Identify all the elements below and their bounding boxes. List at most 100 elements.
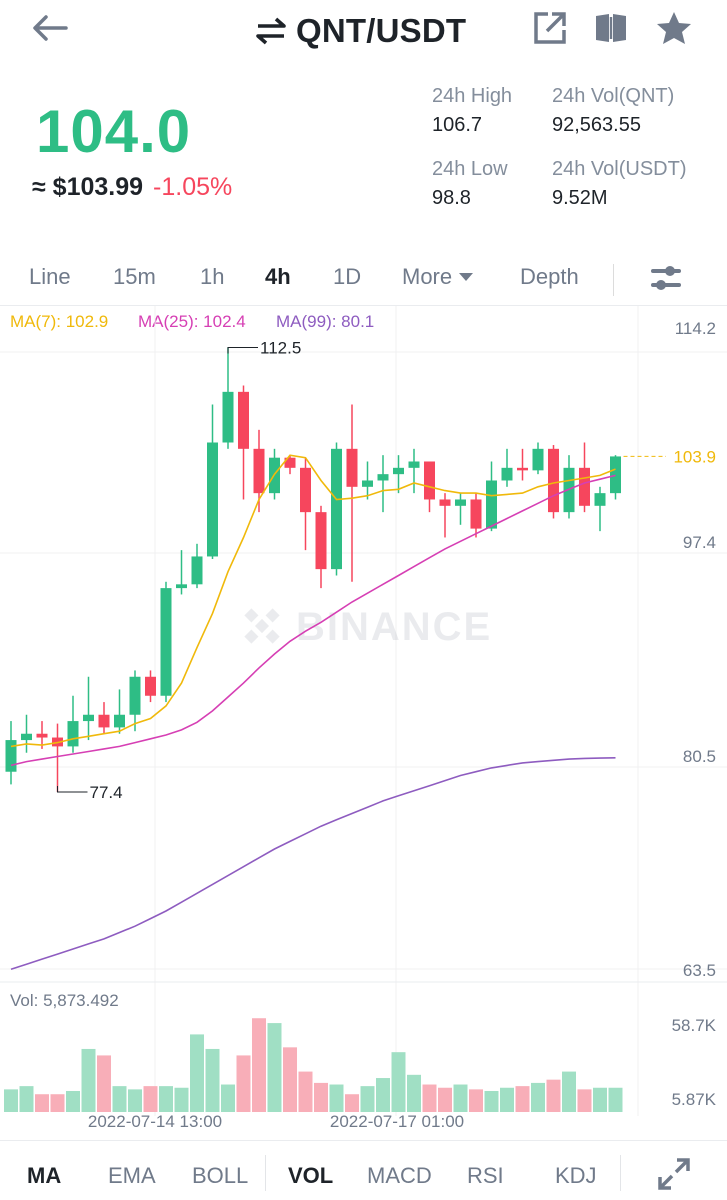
low-marker-label: 77.4 [90, 783, 123, 802]
candle-body [331, 448, 342, 570]
volume-bar [577, 1089, 592, 1112]
volume-bar [35, 1094, 49, 1112]
volume-bar [376, 1078, 390, 1112]
binance-watermark-logo [244, 608, 280, 644]
tab-depth[interactable]: Depth [520, 264, 579, 289]
volume-bar [515, 1086, 530, 1112]
candle-body [408, 461, 420, 468]
candle-body [83, 714, 94, 722]
candlestick-chart[interactable]: BINANCE 112.5 77.4 114.2 97.4 80.5 63.5 103.9 Vo… [0, 306, 727, 1140]
price-summary: ≈ $103.99 -1.05% [32, 173, 232, 202]
book-icon[interactable] [591, 8, 631, 48]
volume-bar [236, 1055, 251, 1112]
candle-body [176, 584, 187, 589]
low-value: 98.8 [432, 187, 471, 209]
star-icon[interactable] [654, 8, 694, 48]
watermark-text: BINANCE [296, 605, 492, 649]
volume-label: Vol: 5,873.492 [10, 991, 119, 1010]
tab-more[interactable]: More [402, 264, 474, 290]
volume-bar [190, 1034, 204, 1112]
indicator-tabs: MA EMA BOLL VOL MACD RSI KDJ [0, 1140, 727, 1200]
volume-bar [128, 1089, 142, 1112]
volume-bar [159, 1086, 173, 1112]
volume-bar [453, 1084, 468, 1112]
volume-bar [4, 1089, 18, 1112]
ma99-legend: MA(99): 80.1 [276, 312, 375, 331]
volume-bar [422, 1084, 437, 1112]
volume-bar [97, 1055, 111, 1112]
candle-body [346, 448, 358, 487]
candle-body [610, 456, 621, 494]
candle-body [594, 493, 606, 506]
volume-bar [407, 1074, 421, 1112]
last-price: 104.0 [36, 98, 192, 165]
volume-bar [360, 1086, 375, 1112]
volume-bar [252, 1018, 266, 1112]
candle-body [238, 391, 249, 449]
volume-bar [391, 1052, 406, 1112]
volume-bar [608, 1087, 623, 1112]
price-change: -1.05% [153, 173, 233, 201]
volume-bar [484, 1090, 499, 1112]
volume-bar [174, 1087, 189, 1112]
fullscreen-icon[interactable] [657, 1157, 691, 1196]
candle-body [222, 391, 234, 443]
price-axis-label: 80.5 [683, 747, 716, 766]
price-axis-label: 97.4 [683, 533, 716, 552]
tab-rsi[interactable]: RSI [467, 1163, 504, 1188]
volume-bar [500, 1087, 514, 1112]
volume-axis-label: 58.7K [672, 1016, 717, 1035]
ma25-line [10, 474, 616, 767]
tab-ma[interactable]: MA [27, 1163, 62, 1188]
volume-bar [438, 1087, 452, 1112]
price-axis-label: 114.2 [675, 319, 716, 338]
volume-bar [81, 1048, 96, 1112]
high-value: 106.7 [432, 114, 483, 136]
ma7-line [10, 454, 616, 748]
candle-body [67, 721, 79, 747]
volume-bar [314, 1082, 328, 1112]
candle-body [98, 714, 110, 728]
candle-body [532, 448, 544, 471]
volume-bar [531, 1082, 545, 1112]
tab-vol[interactable]: VOL [288, 1163, 334, 1188]
price-axis-label: 63.5 [683, 961, 716, 980]
time-axis-label: 2022-07-14 13:00 [88, 1112, 222, 1131]
tab-macd[interactable]: MACD [367, 1163, 432, 1188]
tab-line[interactable]: Line [29, 264, 71, 289]
volume-bar [546, 1079, 561, 1112]
chart-settings-icon[interactable] [648, 260, 684, 301]
low-marker-line [57, 785, 88, 793]
high-marker-line [227, 347, 258, 354]
volume-axis-label: 5.87K [672, 1090, 717, 1109]
tab-boll[interactable]: BOLL [192, 1163, 249, 1188]
swap-arrows-icon [256, 17, 286, 45]
candle-body [377, 474, 389, 481]
tab-kdj[interactable]: KDJ [555, 1163, 597, 1188]
tab-more-label: More [402, 264, 453, 289]
indicator-divider-2 [620, 1155, 621, 1191]
ma99-line [10, 757, 616, 971]
pair-selector[interactable]: QNT/USDT [254, 10, 466, 52]
candle-body [284, 457, 296, 468]
tab-1d[interactable]: 1D [333, 264, 362, 289]
interval-tabs: Line 15m 1h 4h 1D More Depth [0, 256, 727, 300]
candle-body [548, 448, 559, 513]
vol-quote-value: 9.52M [552, 187, 608, 209]
tab-15m[interactable]: 15m [113, 264, 156, 289]
volume-bar [345, 1094, 359, 1112]
tab-1h[interactable]: 1h [200, 264, 225, 289]
candle-body [300, 467, 311, 513]
candle-body [501, 467, 513, 481]
candle-body [114, 714, 125, 728]
tab-divider [613, 264, 614, 296]
tab-ema[interactable]: EMA [108, 1163, 156, 1188]
candle-body [253, 448, 265, 494]
ma7-legend: MA(7): 102.9 [10, 312, 109, 331]
candle-body [470, 499, 482, 529]
tab-4h[interactable]: 4h [265, 264, 291, 289]
candle-body [362, 480, 373, 487]
share-icon[interactable] [530, 8, 570, 48]
candle-body [393, 467, 404, 475]
back-arrow-icon[interactable] [28, 8, 72, 48]
